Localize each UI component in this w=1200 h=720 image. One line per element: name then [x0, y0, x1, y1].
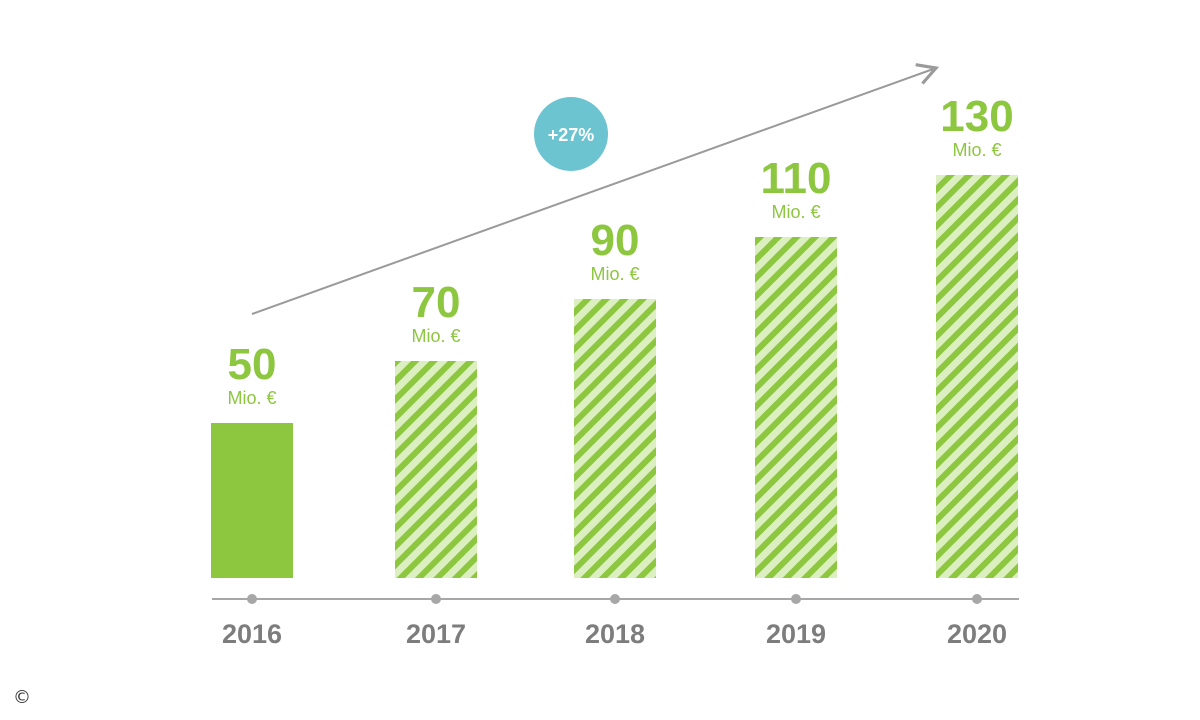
bar-2017	[395, 361, 477, 578]
value-label-2017: 70	[412, 278, 461, 327]
x-tick-dot-2017	[431, 594, 441, 604]
x-tick-dot-2020	[972, 594, 982, 604]
bar-2016	[211, 423, 293, 578]
x-ticks-group: 2016 2017 2018 2019 2020	[222, 594, 1007, 649]
x-tick-dot-2016	[247, 594, 257, 604]
x-tick-label-2018: 2018	[585, 619, 645, 649]
growth-badge-circle	[534, 97, 608, 171]
unit-label-2016: Mio. €	[227, 388, 276, 408]
unit-label-2020: Mio. €	[952, 140, 1001, 160]
x-tick-label-2016: 2016	[222, 619, 282, 649]
growth-badge-label: +27%	[548, 125, 595, 145]
copyright-icon: ©	[13, 687, 31, 708]
value-label-2016: 50	[228, 340, 277, 389]
bar-2019	[755, 237, 837, 578]
value-label-2020: 130	[940, 92, 1013, 141]
growth-badge: +27%	[534, 97, 608, 171]
unit-label-2017: Mio. €	[411, 326, 460, 346]
unit-label-2018: Mio. €	[590, 264, 639, 284]
x-tick-dot-2019	[791, 594, 801, 604]
x-tick-dot-2018	[610, 594, 620, 604]
bar-2018	[574, 299, 656, 578]
x-tick-label-2019: 2019	[766, 619, 826, 649]
trend-arrow	[251, 63, 940, 315]
x-tick-label-2020: 2020	[947, 619, 1007, 649]
bars-group	[211, 175, 1018, 578]
x-tick-label-2017: 2017	[406, 619, 466, 649]
unit-label-2019: Mio. €	[771, 202, 820, 222]
value-label-2018: 90	[591, 216, 640, 265]
bar-2020	[936, 175, 1018, 578]
value-label-2019: 110	[761, 154, 832, 203]
